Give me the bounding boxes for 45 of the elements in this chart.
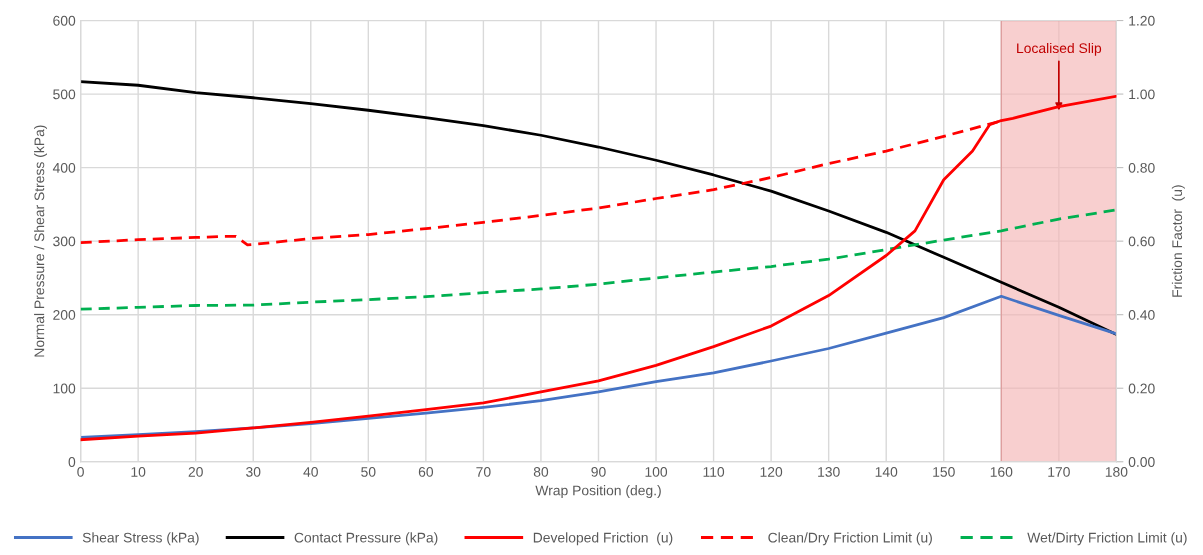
line-series <box>80 208 1117 311</box>
y2-tick-label: 0.20 <box>1128 383 1155 394</box>
y-tick-label: 200 <box>53 310 76 320</box>
y-tick-label: 100 <box>53 383 76 394</box>
y2-tick-label: 0.00 <box>1128 457 1155 467</box>
line-series <box>80 80 1117 336</box>
y-tick-label: 400 <box>52 162 76 173</box>
x-tick-label: 100 <box>645 466 668 477</box>
y2-tick-label: 1.20 <box>1129 15 1155 26</box>
y-tick-label: 0 <box>68 457 76 467</box>
line-series <box>80 94 1117 442</box>
band-label: Localised Slip <box>1017 42 1102 56</box>
x-tick-label: 170 <box>1048 466 1070 477</box>
x-tick-label: 40 <box>303 466 318 477</box>
y2-tick-label: 0.40 <box>1128 310 1155 320</box>
x-tick-label: 140 <box>875 466 898 477</box>
y2-tick-label: 0.60 <box>1128 236 1155 247</box>
legend-label: Contact Pressure (kPa) <box>294 532 438 546</box>
y-tick-label: 600 <box>53 15 76 26</box>
y-axis-title: Normal Pressure / Shear Stress (kPa) <box>34 125 48 357</box>
legend-label: Clean/Dry Friction Limit (u) <box>768 532 932 546</box>
legend-label: Wet/Dirty Friction Limit (u) <box>1027 532 1187 546</box>
x-tick-label: 50 <box>361 466 376 477</box>
y2-tick-label: 1.00 <box>1129 89 1155 100</box>
x-tick-label: 10 <box>131 466 146 477</box>
x-tick-label: 150 <box>933 466 955 477</box>
x-tick-label: 70 <box>476 466 491 477</box>
y-tick-label: 300 <box>53 236 76 247</box>
x-tick-label: 20 <box>188 466 203 477</box>
legend-label: Developed Friction (u) <box>533 532 673 546</box>
x-tick-label: 120 <box>760 466 783 477</box>
x-tick-label: 60 <box>418 466 434 477</box>
x-tick-label: 180 <box>1105 466 1128 477</box>
x-tick-label: 130 <box>818 466 840 477</box>
legend-label: Shear Stress (kPa) <box>82 532 199 546</box>
x-tick-label: 80 <box>533 466 549 477</box>
x-tick-label: 160 <box>990 466 1013 477</box>
x-axis-title: Wrap Position (deg.) <box>535 485 661 499</box>
y-tick-label: 500 <box>53 89 76 100</box>
y2-tick-label: 0.80 <box>1128 162 1155 173</box>
x-tick-label: 30 <box>246 466 261 477</box>
y2-axis-title: Friction Factor (u) <box>1171 185 1185 297</box>
x-tick-label: 0 <box>77 466 84 477</box>
x-tick-label: 110 <box>703 466 725 477</box>
x-tick-label: 90 <box>591 466 606 477</box>
